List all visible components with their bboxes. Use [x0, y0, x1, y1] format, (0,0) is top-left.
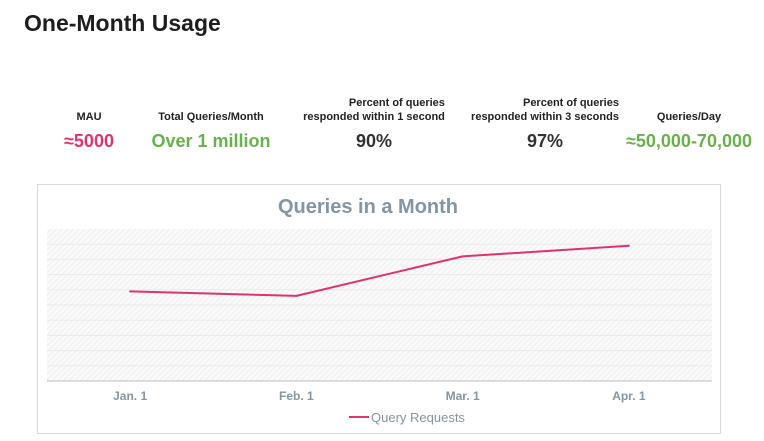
- stat-label-line: Percent of queries: [522, 97, 619, 109]
- data-point[interactable]: [627, 244, 630, 247]
- legend-label: Query Requests: [371, 410, 465, 425]
- series-line-query-requests[interactable]: [130, 244, 629, 297]
- stat-value-percent-3s: 97%: [526, 131, 564, 151]
- stat-queries-per-day: Queries/Day ≈50,000-70,000: [626, 96, 752, 151]
- stat-value-total-queries: Over 1 million: [151, 131, 271, 151]
- series-group: [129, 244, 630, 297]
- stat-label-line: responded within 3 seconds: [471, 111, 619, 123]
- chart-legend[interactable]: Query Requests: [349, 410, 465, 425]
- x-tick-label: Apr. 1: [612, 389, 646, 403]
- stat-label: Percent of queries responded within 3 se…: [471, 96, 619, 124]
- x-tick-label: Mar. 1: [446, 389, 480, 403]
- stat-label-line: Queries/Day: [656, 111, 722, 123]
- stat-value-mau: ≈5000: [64, 131, 114, 151]
- grid-lines: [47, 243, 712, 367]
- chart-title: Queries in a Month: [278, 196, 458, 218]
- stat-percent-3s: Percent of queries responded within 3 se…: [471, 96, 619, 151]
- stat-percent-1s: Percent of queries responded within 1 se…: [303, 96, 445, 151]
- x-tick-label: Feb. 1: [279, 389, 314, 403]
- stat-value-queries-per-day: ≈50,000-70,000: [626, 131, 752, 151]
- x-axis-ticks: Jan. 1 Feb. 1 Mar. 1 Apr. 1: [113, 389, 646, 403]
- stat-label: Queries/Day: [657, 96, 721, 124]
- stat-value-percent-1s: 90%: [355, 131, 393, 151]
- x-tick-label: Jan. 1: [113, 389, 147, 403]
- stat-label-line: MAU: [76, 111, 102, 123]
- data-point[interactable]: [129, 290, 132, 293]
- stat-label: MAU: [76, 96, 101, 124]
- line-chart: Queries in a Month Jan. 1 Feb. 1 Mar. 1 Apr…: [47, 196, 712, 425]
- stat-label: Percent of queries responded within 1 se…: [303, 96, 445, 124]
- stat-label-line: Percent of queries: [348, 97, 445, 109]
- data-point[interactable]: [295, 294, 298, 297]
- stat-mau: MAU ≈5000: [64, 96, 114, 151]
- stat-label-line: Total Queries/Month: [158, 111, 264, 123]
- page-title: One-Month Usage: [24, 10, 221, 36]
- stat-total-queries: Total Queries/Month Over 1 million: [151, 96, 270, 151]
- stat-label-line: responded within 1 second: [303, 111, 445, 123]
- data-point[interactable]: [461, 255, 464, 258]
- stat-label: Total Queries/Month: [158, 96, 264, 124]
- chart-container: Queries in a Month Jan. 1 Feb. 1 Mar. 1 Apr…: [37, 184, 721, 434]
